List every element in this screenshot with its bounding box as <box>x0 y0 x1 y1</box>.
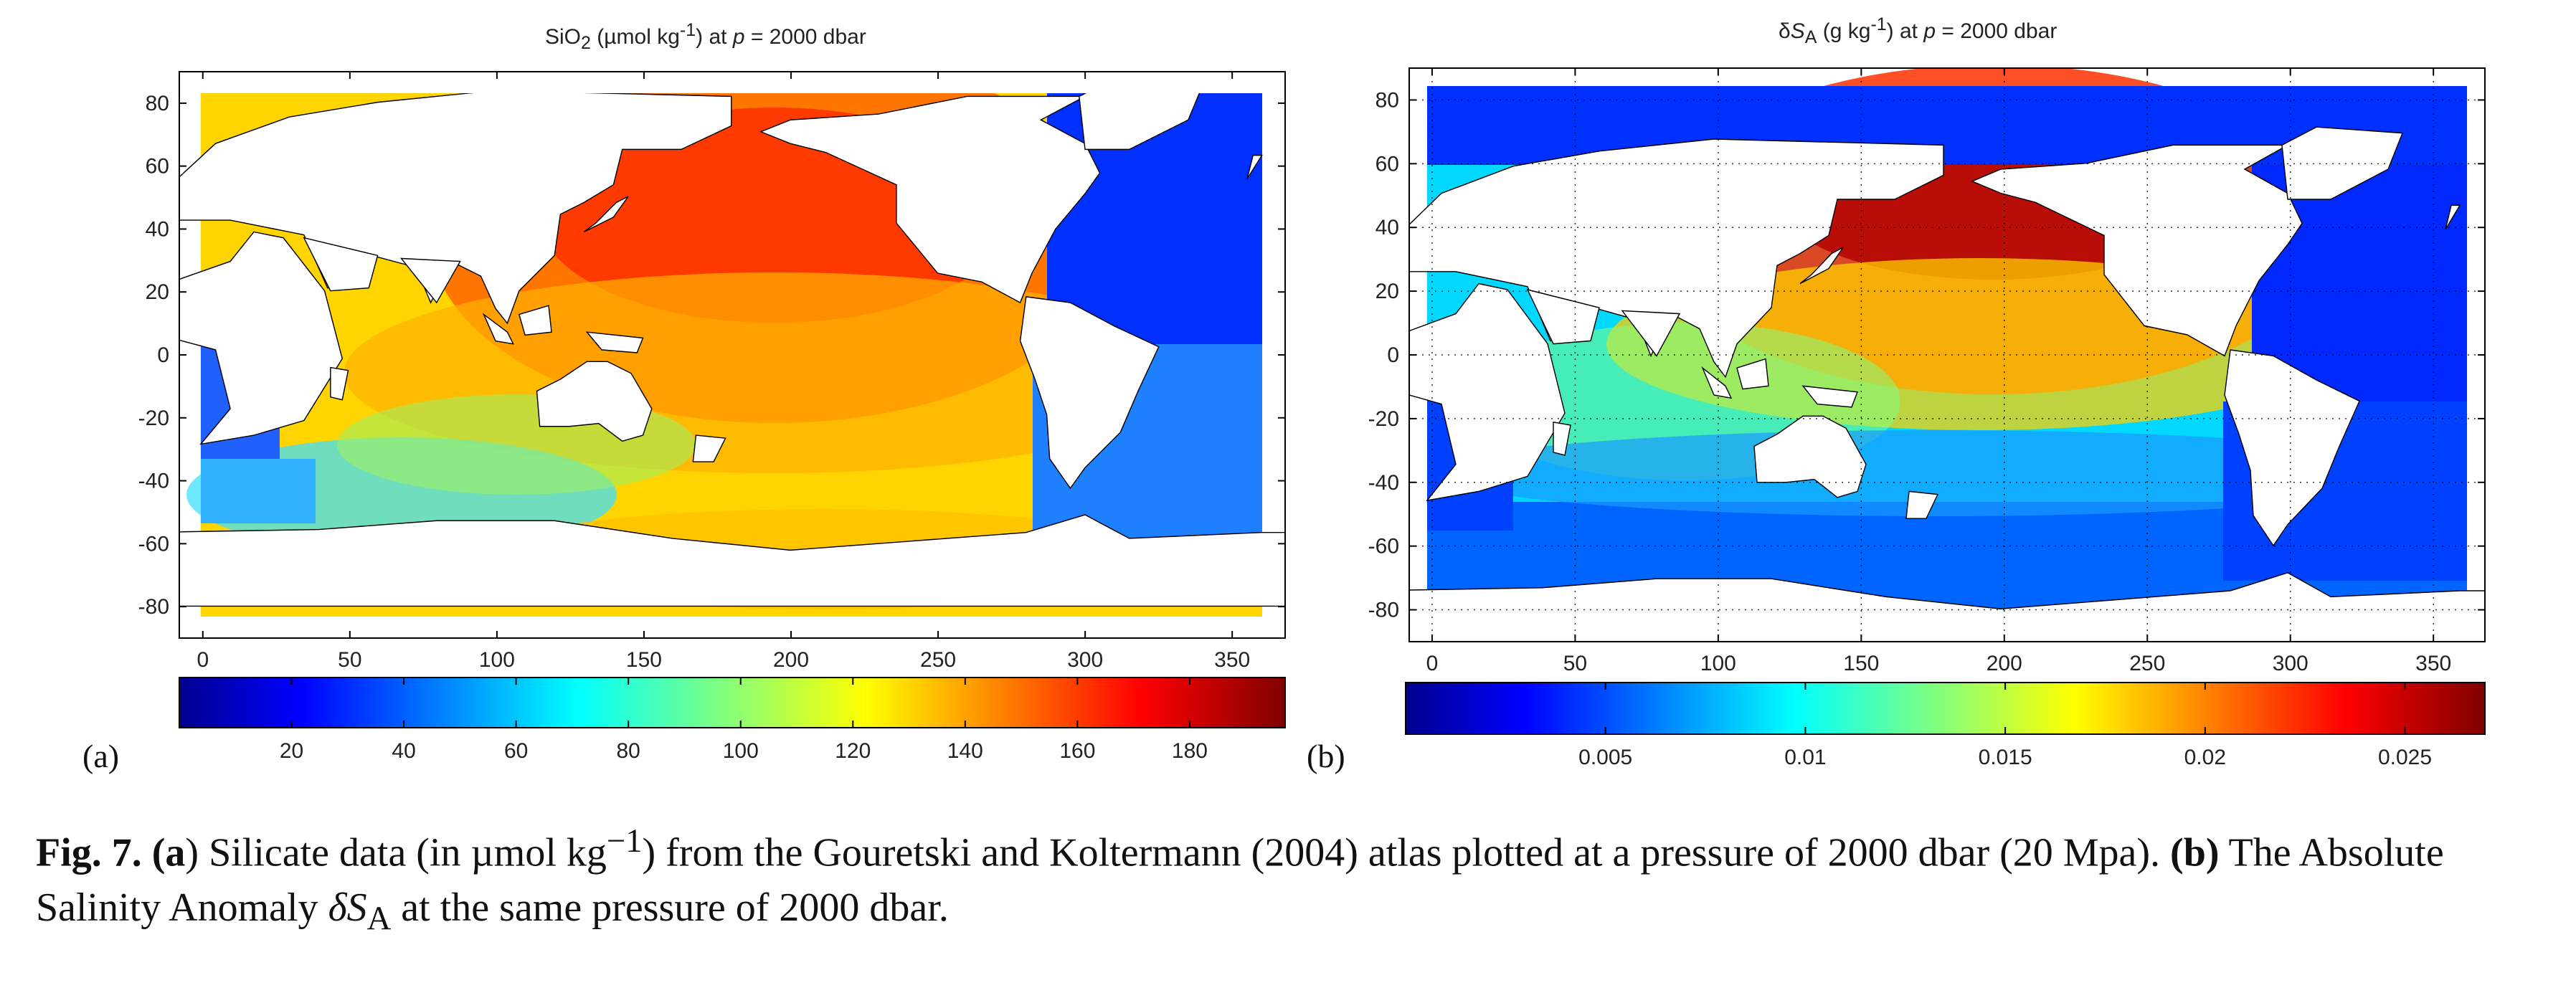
caption-text-b2: at the same pressure of 2000 dbar. <box>391 885 949 930</box>
caption-part-a-letter: a <box>165 830 186 875</box>
panel-a-xtick-label: 350 <box>1214 648 1250 672</box>
panel-a-letter: (a) <box>82 738 120 774</box>
colorbar-b-gradient <box>1405 682 2486 735</box>
panel-b-xtick-label: 50 <box>1563 652 1587 675</box>
panel-b-ytick-label: 60 <box>1375 152 1399 176</box>
panel-a-xtick-label: 100 <box>479 648 515 672</box>
caption-fig-label: Fig. 7. <box>36 830 142 875</box>
panel-a-map: 0 50 100 150 200 250 300 350806040200-20-40-60-… <box>138 71 1286 672</box>
caption-part-b: (b) <box>2170 830 2220 875</box>
colorbar-a-tick-label: 60 <box>504 739 528 763</box>
caption-text-a2: ) from the Gouretski and Koltermann (200… <box>642 830 2171 875</box>
colorbar-a-tick-label: 40 <box>392 739 415 763</box>
colorbar-b-tick-label: 0.01 <box>1784 746 1826 769</box>
panel-b-map: 0 50 100 150 200 250 300 350806040200-20-40-60-… <box>1368 67 2486 675</box>
panel-b-ytick-label: -40 <box>1368 471 1399 495</box>
panel-a-xtick-label: 250 <box>920 648 956 672</box>
panel-b-title: δSA (g kg-1) at p = 2000 dbar <box>1779 14 2058 47</box>
panel-b-ytick-label: 40 <box>1375 216 1399 239</box>
panel-b-xtick-label: 0 <box>1426 652 1439 675</box>
caption-text-b: The Absolute Salinity Anomaly <box>36 830 2444 930</box>
caption-text-a: Silicate data (in µmol kg <box>199 830 607 875</box>
panel-b-ytick-label: -60 <box>1368 535 1399 559</box>
panel-b-xtick-label: 300 <box>2273 652 2309 675</box>
panel-a-ytick-label: 40 <box>146 217 169 241</box>
colorbar-b-tick-label: 0.02 <box>2184 746 2226 769</box>
caption-text-b-sub: A <box>366 899 392 937</box>
colorbar-a-tick-label: 20 <box>280 739 303 763</box>
colorbar-a-tick-label: 160 <box>1059 739 1095 763</box>
colorbar-a-tick-label: 120 <box>835 739 871 763</box>
panel-a-ytick-label: 0 <box>157 343 169 367</box>
panel-a-ytick-label: -80 <box>138 595 169 619</box>
colorbar-a-tick-label: 80 <box>617 739 640 763</box>
panel-a-xtick-label: 200 <box>773 648 809 672</box>
panel-b-letter: (b) <box>1307 738 1345 774</box>
colorbar-a-tick-label: 100 <box>723 739 759 763</box>
panel-a-ytick-label: -60 <box>138 532 169 556</box>
colorbar-a-tick-label: 180 <box>1172 739 1208 763</box>
panel-b-xtick-label: 200 <box>1987 652 2022 675</box>
panel-b-xtick-label: 100 <box>1700 652 1736 675</box>
panel-a-xtick-label: 0 <box>196 648 209 672</box>
panel-b-ytick-label: -80 <box>1368 599 1399 622</box>
panel-b-ytick-label: -20 <box>1368 407 1399 431</box>
caption-part-a-open: ( <box>151 830 166 875</box>
caption-text-a-sup: −1 <box>606 822 643 860</box>
panel-a-ytick-label: 60 <box>146 155 169 179</box>
panel-b-xtick-label: 150 <box>1843 652 1879 675</box>
colorbar-a: 20 40 60 80 100 120 140 160 180 <box>179 677 1286 763</box>
panel-a-xtick-label: 300 <box>1067 648 1103 672</box>
panel-a-xtick-label: 50 <box>338 648 361 672</box>
panel-b-ytick-label: 80 <box>1375 88 1399 112</box>
panel-a-ytick-label: -20 <box>138 407 169 430</box>
colorbar-a-gradient <box>179 677 1286 728</box>
colorbar-b-tick-label: 0.005 <box>1578 746 1632 769</box>
figure-caption: Fig. 7. (a) Silicate data (in µmol kg−1)… <box>36 814 2546 946</box>
panel-a-xtick-label: 150 <box>626 648 662 672</box>
panel-b-xtick-label: 250 <box>2129 652 2165 675</box>
panel-a-ytick-label: 80 <box>146 92 169 115</box>
panel-b-ytick-label: 0 <box>1387 343 1399 367</box>
colorbar-b-tick-label: 0.015 <box>1979 746 2032 769</box>
caption-text-b-sym: δS <box>328 885 367 930</box>
panel-a-ytick-label: -40 <box>138 470 169 493</box>
colorbar-b: 0.005 0.01 0.015 0.02 0.025 <box>1405 682 2486 769</box>
panel-a-ytick-label: 20 <box>146 280 169 304</box>
panel-a-title: SiO2 (µmol kg-1) at p = 2000 dbar <box>545 20 866 53</box>
panel-b-ytick-label: 20 <box>1375 280 1399 303</box>
colorbar-b-tick-label: 0.025 <box>2378 746 2432 769</box>
colorbar-a-tick-label: 140 <box>947 739 983 763</box>
panel-b-xtick-label: 350 <box>2415 652 2451 675</box>
caption-part-a-close: ) <box>185 830 199 875</box>
